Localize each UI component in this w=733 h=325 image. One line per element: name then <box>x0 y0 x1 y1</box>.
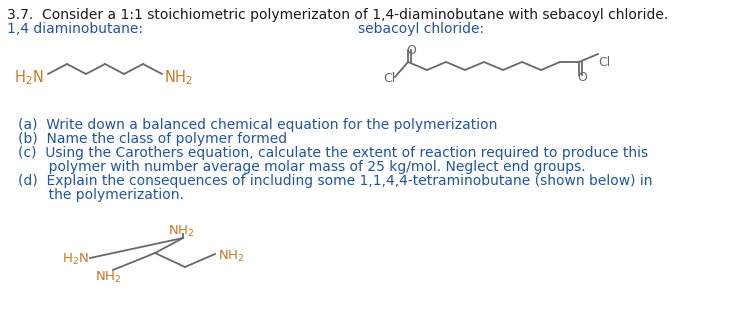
Text: H$_2$N: H$_2$N <box>62 252 89 267</box>
Text: 3.7.  Consider a 1:1 stoichiometric polymerizaton of 1,4-diaminobutane with seba: 3.7. Consider a 1:1 stoichiometric polym… <box>7 8 668 22</box>
Text: H$_2$N: H$_2$N <box>14 68 43 87</box>
Text: NH$_2$: NH$_2$ <box>164 68 193 87</box>
Text: (b)  Name the class of polymer formed: (b) Name the class of polymer formed <box>18 132 287 146</box>
Text: NH$_2$: NH$_2$ <box>218 249 244 264</box>
Text: O: O <box>406 44 416 57</box>
Text: NH$_2$: NH$_2$ <box>168 224 194 239</box>
Text: Cl: Cl <box>383 72 395 85</box>
Text: 1,4 diaminobutane:: 1,4 diaminobutane: <box>7 22 143 36</box>
Text: (a)  Write down a balanced chemical equation for the polymerization: (a) Write down a balanced chemical equat… <box>18 118 498 132</box>
Text: Cl: Cl <box>598 56 611 69</box>
Text: O: O <box>577 71 587 84</box>
Text: sebacoyl chloride:: sebacoyl chloride: <box>358 22 484 36</box>
Text: (c)  Using the Carothers equation, calculate the extent of reaction required to : (c) Using the Carothers equation, calcul… <box>18 146 648 160</box>
Text: the polymerization.: the polymerization. <box>18 188 184 202</box>
Text: NH$_2$: NH$_2$ <box>95 270 122 285</box>
Text: (d)  Explain the consequences of including some 1,1,4,4-tetraminobutane (shown b: (d) Explain the consequences of includin… <box>18 174 652 188</box>
Text: polymer with number average molar mass of 25 kg/mol. Neglect end groups.: polymer with number average molar mass o… <box>18 160 586 174</box>
